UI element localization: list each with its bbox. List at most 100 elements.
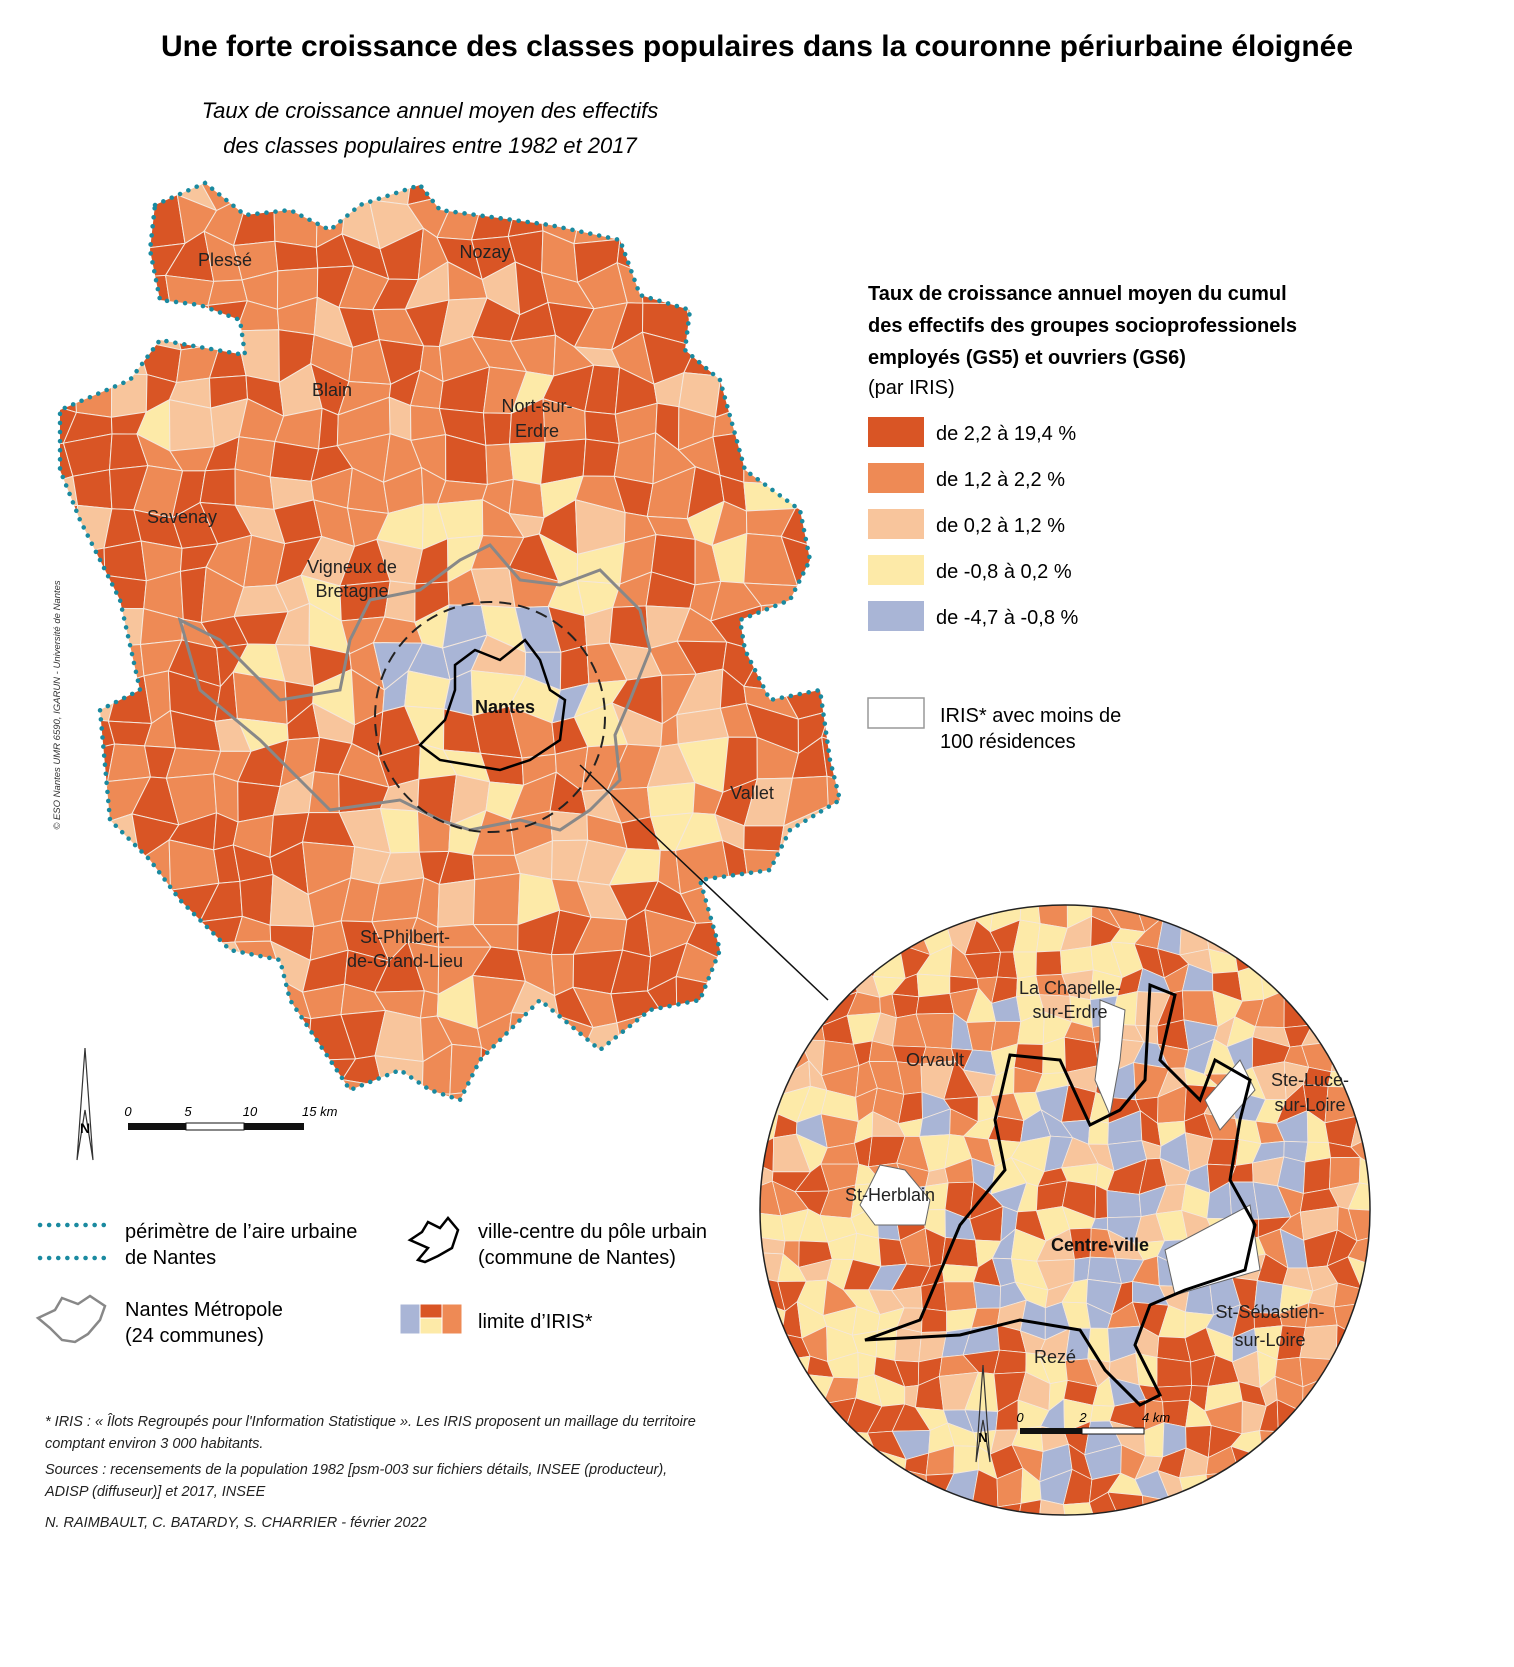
iris-area (996, 1502, 1022, 1515)
zoom-connector (579, 764, 829, 1001)
iris-area (916, 973, 951, 998)
iris-area (921, 1307, 948, 1333)
title: Une forte croissance des classes populai… (161, 30, 1353, 63)
no-data-swatch (867, 697, 925, 729)
iris-area (826, 1493, 858, 1515)
footnote: Sources : recensements de la population … (45, 1462, 667, 1478)
iris-area (67, 1016, 114, 1062)
iris-area (861, 839, 901, 890)
iris-area (60, 976, 74, 1029)
iris-area (794, 261, 834, 318)
iris-area (103, 540, 147, 582)
iris-area (1283, 990, 1313, 1029)
iris-area (877, 1493, 901, 1515)
iris-area (760, 1377, 783, 1411)
iris-area (1330, 1023, 1361, 1048)
iris-area (781, 301, 834, 348)
symbol-label: (24 communes) (125, 1325, 264, 1347)
zoom-circle (374, 601, 606, 833)
legend-label: de 1,2 à 2,2 % (936, 469, 1065, 491)
place-label: Nozay (459, 242, 510, 262)
iris-area (795, 1473, 829, 1506)
symbol-label: Nantes Métropole (125, 1299, 283, 1321)
iris-area (819, 574, 840, 609)
iris-area (507, 1089, 561, 1100)
iris-area (778, 1409, 810, 1434)
iris-area (724, 873, 765, 927)
iris-area (722, 183, 763, 215)
iris-area (68, 743, 116, 783)
iris-area (848, 1445, 876, 1479)
place-label: Plessé (198, 250, 252, 270)
place-label: Bretagne (315, 581, 388, 601)
iris-area (683, 183, 730, 209)
iris-area (582, 438, 620, 477)
iris-area (1323, 1420, 1363, 1458)
subtitle: Taux de croissance annuel moyen des effe… (202, 98, 659, 123)
iris-area (875, 920, 902, 950)
iris-area (715, 329, 764, 377)
iris-area (1352, 918, 1370, 954)
iris-area (199, 468, 236, 506)
iris-area (383, 580, 416, 623)
iris-area (760, 905, 783, 924)
iris-area (1227, 905, 1264, 932)
iris-area (760, 1018, 787, 1052)
iris-area (60, 1085, 73, 1100)
iris-area (760, 1468, 787, 1506)
iris-area (1324, 1495, 1364, 1515)
iris-area (505, 1050, 554, 1095)
iris-area (581, 183, 622, 211)
iris-area (712, 951, 759, 986)
iris-area (894, 1326, 923, 1363)
iris-area (171, 1044, 220, 1100)
iris-area (675, 839, 730, 895)
iris-area (1311, 921, 1335, 951)
iris-area (646, 781, 696, 818)
iris-area (371, 877, 425, 923)
iris-area (752, 183, 787, 214)
iris-area (1347, 1234, 1370, 1267)
iris-area (757, 912, 793, 954)
iris-area (856, 174, 894, 203)
iris-area (1156, 1385, 1193, 1403)
iris-area (1062, 1502, 1095, 1515)
iris-area (1179, 1474, 1209, 1497)
iris-area (780, 1468, 804, 1502)
iris-area (451, 183, 492, 207)
iris-area (243, 1013, 289, 1052)
iris-area (779, 850, 831, 884)
iris-area (318, 407, 339, 450)
iris-area (780, 183, 826, 215)
iris-patch-part (419, 1317, 443, 1335)
north-label: N (80, 1120, 90, 1136)
iris-area (110, 339, 148, 376)
iris-area (107, 720, 153, 747)
iris-area (760, 916, 776, 952)
iris-area (848, 1473, 881, 1500)
footnote: ADISP (diffuseur)] et 2017, INSEE (44, 1484, 266, 1500)
iris-area (684, 300, 727, 348)
iris-area (1312, 905, 1335, 930)
iris-area (742, 1017, 791, 1058)
iris-area (814, 229, 840, 279)
iris-area (786, 912, 830, 962)
iris-area (60, 183, 74, 216)
place-label: Savenay (147, 507, 217, 527)
inset-label: La Chapelle- (1019, 978, 1121, 998)
iris-area (516, 183, 554, 200)
iris-area (788, 450, 828, 486)
iris-area (75, 838, 111, 889)
iris-area (1286, 905, 1316, 930)
iris-area (212, 1046, 252, 1100)
legend-swatch (868, 463, 924, 493)
iris-area (652, 1091, 679, 1100)
iris-area (62, 607, 103, 650)
inset-label: Ste-Luce- (1271, 1070, 1349, 1090)
iris-area (857, 920, 884, 950)
iris-area (579, 1047, 623, 1097)
iris-area (760, 990, 787, 1022)
iris-area (170, 304, 222, 351)
iris-area (1350, 1302, 1370, 1341)
